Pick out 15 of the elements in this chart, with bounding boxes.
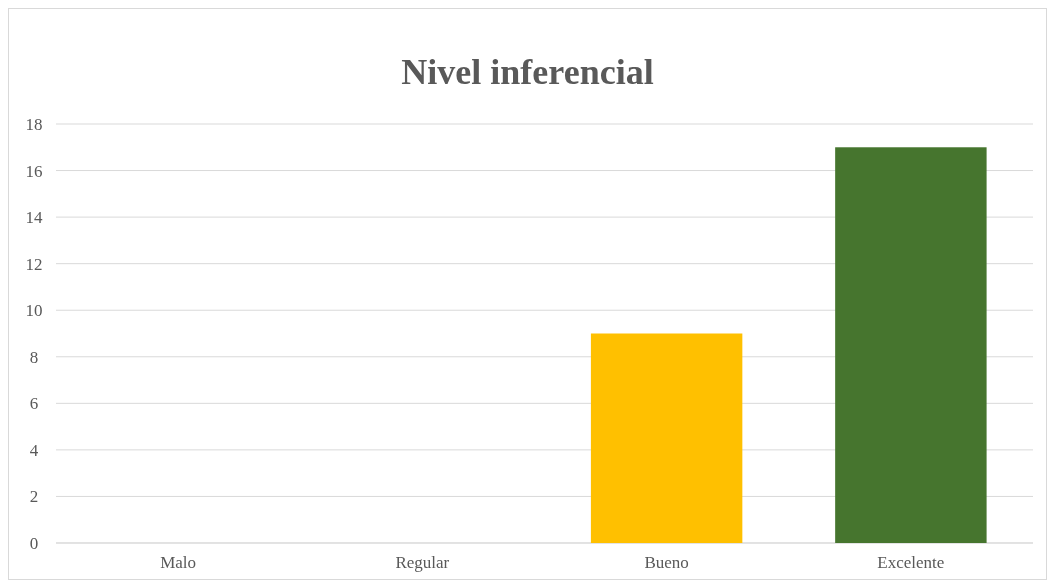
y-tick-label: 14: [25, 208, 43, 228]
y-tick-label: 16: [25, 161, 43, 181]
x-tick-label: Excelente: [877, 553, 945, 572]
y-tick-label: 0: [29, 533, 39, 553]
chart-title: Nivel inferencial: [401, 52, 654, 92]
y-tick-label: 12: [25, 254, 43, 274]
x-tick-label: Malo: [160, 553, 197, 572]
y-tick-label: 8: [29, 347, 39, 367]
x-tick-label: Regular: [395, 553, 450, 572]
y-tick-label: 4: [29, 440, 39, 460]
y-tick-label: 18: [25, 114, 43, 134]
y-tick-label: 2: [29, 487, 39, 507]
x-tick-label: Bueno: [644, 553, 689, 572]
y-tick-label: 10: [25, 301, 43, 321]
y-tick-label: 6: [29, 394, 39, 414]
